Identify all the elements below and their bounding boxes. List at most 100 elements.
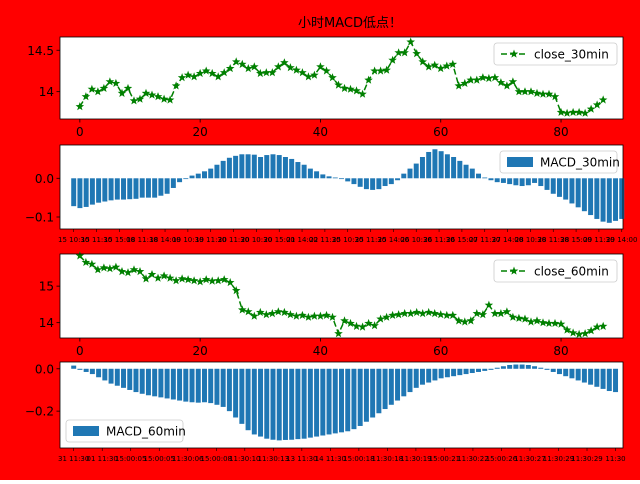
x-tick-label: 11:30:22	[457, 455, 488, 463]
axes-frame	[59, 144, 624, 230]
data-point-star	[412, 49, 421, 58]
data-point-star	[322, 310, 331, 319]
y-tick-label: −0.1	[25, 211, 54, 225]
data-point-star	[135, 94, 145, 103]
data-point-star	[201, 275, 211, 284]
y-tick-label: 14.5	[27, 44, 54, 58]
data-point-star	[310, 311, 319, 320]
x-tick-label: 18 14:00	[149, 236, 180, 244]
data-point-star	[274, 62, 283, 71]
macd-bar	[270, 368, 276, 440]
data-point-star	[105, 77, 115, 86]
macd-bar	[133, 178, 139, 199]
macd-bar	[114, 368, 120, 386]
x-tick-label: 14 11:30	[315, 455, 346, 463]
legend-bar-swatch	[507, 157, 533, 167]
macd-bar	[563, 178, 569, 200]
data-point-star	[346, 318, 355, 327]
data-point-star	[592, 100, 602, 109]
macd-bar	[326, 368, 332, 435]
macd-bar	[96, 178, 102, 203]
data-point-star	[256, 68, 265, 78]
macd-bar	[320, 368, 326, 436]
x-tick-label: 15 15:00	[104, 236, 135, 244]
macd-bar	[613, 368, 619, 393]
macd-bar	[177, 178, 183, 183]
x-tick-label: 26 11:30	[423, 236, 454, 244]
macd-bar	[320, 174, 326, 179]
legend-box	[65, 419, 184, 443]
macd-bar	[513, 178, 519, 186]
x-tick-label: 15:00:26	[486, 455, 518, 463]
macd-bar	[432, 368, 438, 381]
macd-bar	[226, 368, 232, 412]
macd-bar	[102, 368, 108, 381]
data-point-star	[352, 321, 361, 330]
macd-bar	[376, 178, 382, 190]
macd-bar	[314, 368, 320, 437]
data-point-star	[286, 63, 295, 72]
macd-bar	[388, 178, 394, 185]
x-tick-label: 80	[553, 344, 568, 358]
macd-bar	[357, 178, 363, 187]
x-tick-label: 22 11:30	[309, 236, 340, 244]
x-tick-label: 80	[553, 125, 568, 139]
data-point-star	[532, 88, 542, 97]
data-point-star	[502, 307, 512, 316]
macd-bar	[326, 176, 332, 179]
x-tick-label: 20 15:00	[264, 236, 295, 244]
macd-bar	[438, 151, 444, 179]
macd-bar	[413, 368, 419, 388]
macd-bar	[407, 368, 413, 393]
macd-bar	[556, 368, 562, 375]
x-tick-label: 31 11:30	[58, 455, 89, 463]
macd-bar	[152, 178, 158, 198]
data-point-star	[502, 81, 512, 90]
x-tick-label: 27 11:30	[469, 236, 500, 244]
data-point-star	[159, 94, 169, 103]
data-point-star	[195, 68, 205, 78]
macd-bar	[96, 368, 102, 378]
data-point-star	[99, 83, 109, 92]
x-tick-label: 15:00:05	[144, 455, 175, 463]
macd-bar	[544, 178, 550, 190]
macd-bar	[382, 368, 388, 410]
x-tick-label: 20 11:30	[218, 236, 249, 244]
data-point-star	[466, 75, 476, 84]
axes-frame	[59, 36, 624, 120]
data-point-star	[334, 80, 343, 89]
data-point-star	[147, 90, 157, 99]
macd-bar	[289, 158, 295, 179]
macd-bar	[451, 157, 457, 179]
data-point-star	[526, 317, 536, 326]
macd-bar	[158, 178, 164, 196]
data-point-star	[219, 275, 229, 284]
macd-bar	[264, 155, 270, 179]
data-point-star	[460, 78, 470, 87]
data-point-star	[484, 300, 494, 309]
panel-close-30min: 0 20 40 60 80 14 14.5 close_30min	[27, 36, 624, 139]
data-point-star	[274, 307, 283, 316]
data-point-star	[334, 329, 343, 338]
x-tick-label: 11:30:18	[372, 455, 403, 463]
data-point-star	[304, 72, 313, 81]
macd-bar	[289, 368, 295, 440]
data-point-star	[111, 78, 121, 87]
data-point-star	[418, 309, 427, 318]
data-point-star	[225, 278, 235, 287]
data-point-star	[141, 88, 151, 97]
legend-star-swatch	[509, 49, 519, 58]
data-point-star	[556, 107, 566, 116]
data-point-star	[394, 310, 403, 319]
data-point-star	[388, 310, 397, 319]
x-tick-label: 28 11:30	[538, 236, 569, 244]
data-point-star	[310, 70, 319, 79]
macd-bar	[606, 178, 612, 223]
data-point-star	[520, 87, 530, 96]
data-point-star	[496, 309, 506, 318]
data-point-star	[159, 271, 169, 280]
data-point-star	[207, 276, 217, 285]
data-point-star	[574, 329, 584, 338]
data-point-star	[87, 259, 97, 268]
macd-bar	[519, 178, 525, 187]
